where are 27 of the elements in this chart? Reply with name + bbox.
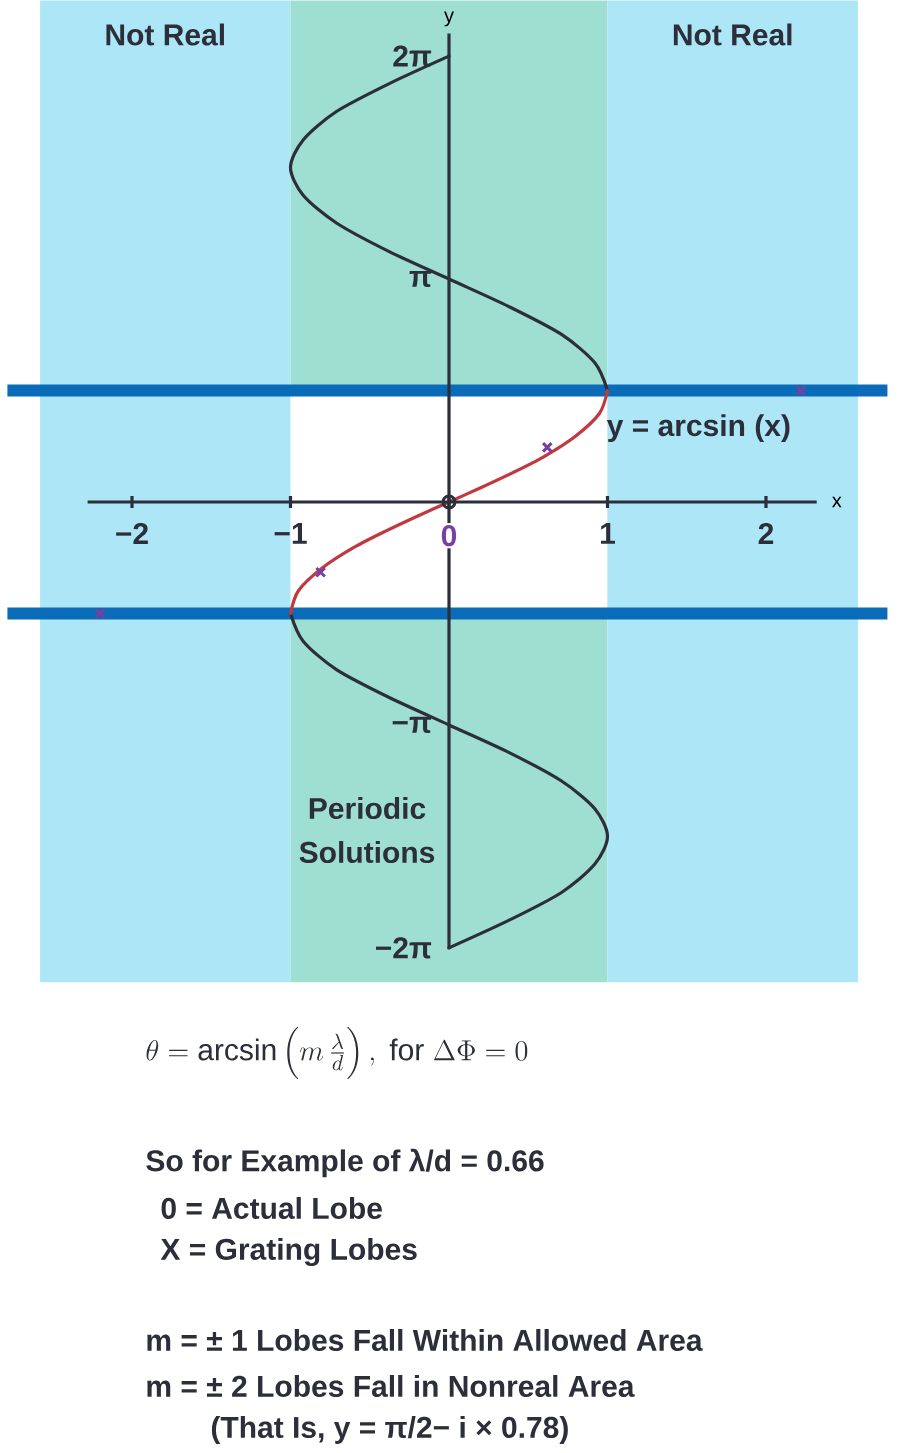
x-tick-label: 1 <box>601 523 615 544</box>
x-tick-label: −2 <box>116 523 148 545</box>
x-axis-title: x <box>832 496 842 508</box>
y-tick-label: −π <box>392 716 432 733</box>
x-tick-label: −1 <box>274 523 307 544</box>
band-label: Periodic Solutions <box>299 797 435 864</box>
band-label: Not Real <box>673 23 792 46</box>
text: 0 = Actual Lobe <box>161 1196 382 1219</box>
y-tick-label: 2π <box>393 45 432 67</box>
text: $\theta = \arcsin\left(m\,\frac{\lambda}{d}\right),\ \mathrm{for}\ \Delta\Phi = 0$ <box>146 1027 528 1079</box>
band-label: Not Real <box>106 23 224 46</box>
point <box>795 384 807 397</box>
x-tick-label: 0 <box>441 525 457 547</box>
y-tick-label: −2π <box>376 937 432 959</box>
text: m = ± 1 Lobes Fall Within Allowed Area <box>147 1328 703 1351</box>
y-tick-label: π <box>409 271 432 288</box>
x-tick-label: 2 <box>758 523 774 545</box>
point <box>314 566 327 579</box>
text: m = ± 2 Lobes Fall in Nonreal Area <box>147 1374 635 1397</box>
point <box>441 494 457 510</box>
text: (That Is, y = π/2− i × 0.78) <box>211 1416 568 1444</box>
text: X = Grating Lobes <box>160 1237 417 1267</box>
point <box>541 441 553 454</box>
y-axis-title: y <box>444 11 454 27</box>
series-label: y = arcsin (x) <box>606 414 790 443</box>
text: So for Example of λ/d = 0.66 <box>146 1148 544 1178</box>
point <box>94 607 107 620</box>
